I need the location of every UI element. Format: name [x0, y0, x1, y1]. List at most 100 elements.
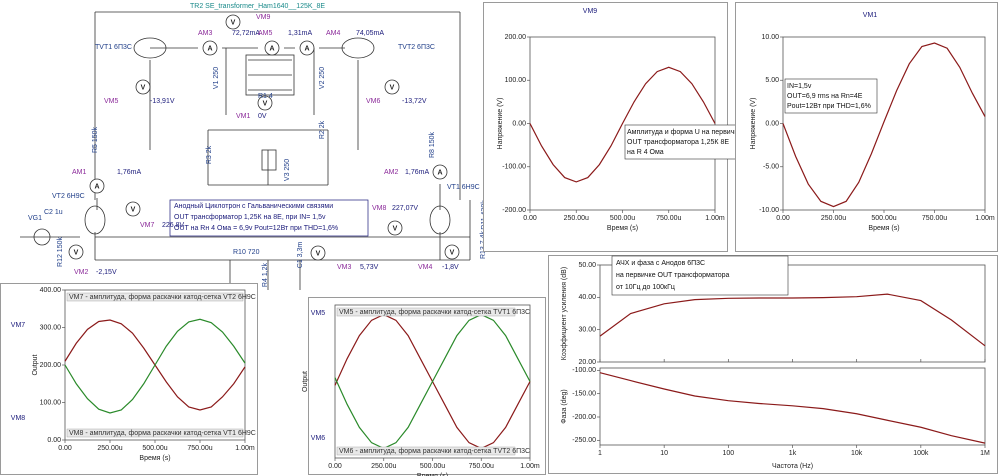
y-tick-label: 5.00: [765, 77, 779, 84]
y-tick-label: -100.00: [502, 164, 526, 171]
chart-title: VM1: [863, 12, 878, 19]
annotation-line: на R 4 Ома: [627, 149, 664, 156]
component-label: V2 250: [319, 67, 326, 89]
meter-name: VM9: [256, 14, 271, 21]
meter-symbol: [444, 244, 460, 260]
x-tick-label: 750.00u: [656, 215, 681, 222]
component-label: V1 250: [213, 67, 220, 89]
legend-box: [66, 292, 244, 302]
x-tick-label: 500.00u: [142, 445, 167, 452]
meter-reading: -13,91V: [150, 98, 175, 105]
meter-kind: V: [393, 225, 398, 232]
plot-area: [782, 36, 986, 211]
chart-title: от 10Гц до 100кГц: [616, 284, 675, 291]
meter-symbol: [264, 40, 280, 56]
series-label: VM7: [11, 322, 26, 329]
title-box: [611, 255, 789, 296]
meter-name: AM2: [384, 169, 399, 176]
meter-kind: A: [94, 183, 99, 190]
x-tick-label: 1.00m: [975, 215, 995, 222]
component-label: R1 4: [258, 93, 273, 100]
meter-kind: V: [131, 206, 136, 213]
note-line: OUT на Rн 4 Ома = 6,9v Pout=12Вт при THD…: [174, 225, 338, 232]
meter-kind: A: [437, 169, 442, 176]
legend-entry: VM8 - амплитуда, форма раскачки катод-се…: [69, 430, 256, 437]
x-axis-label: Время (s): [139, 455, 170, 462]
series-label: VM8: [11, 415, 26, 422]
component-label: VT2 6Н9С: [52, 193, 85, 200]
meter-reading: 1,76mA: [117, 169, 141, 176]
meter-name: VM1: [236, 113, 251, 120]
plot-area: [599, 367, 986, 446]
y-axis-label: Фаза (deg): [561, 389, 568, 424]
meter-symbol: [310, 245, 326, 261]
chart-title: АЧХ и фаза с Анодов 6П3С: [616, 260, 705, 267]
y-axis-label: Напряжение (V): [497, 98, 504, 150]
meter-name: AM3: [198, 30, 213, 37]
meter-name: AM4: [326, 30, 341, 37]
series-line: [64, 318, 246, 414]
meter-symbol: [384, 79, 400, 95]
annotation-line: OUT трансформатора 1,25К 8Е: [627, 139, 729, 146]
y-axis-label: Коэффициент усиления (dB): [561, 267, 568, 360]
series-line: [782, 42, 986, 208]
legend-entry: VM5 - амплитуда, форма раскачки катод-се…: [339, 309, 530, 316]
y-tick-label: -250.00: [572, 437, 596, 444]
meter-symbol: [125, 201, 141, 217]
meter-reading: 0V: [258, 113, 267, 120]
x-tick-label: 0.00: [328, 463, 342, 470]
meter-reading: 227,07V: [392, 205, 418, 212]
y-axis-label: Output: [302, 371, 309, 392]
x-tick-label: 10: [660, 450, 668, 457]
meter-symbol: [225, 14, 241, 30]
meter-symbol: [68, 244, 84, 260]
x-axis-label: Время (s): [417, 473, 448, 476]
meter-symbol: [387, 220, 403, 236]
component-label: R10 720: [233, 249, 260, 256]
x-tick-label: 500.00u: [871, 215, 896, 222]
x-tick-label: 10k: [851, 450, 863, 457]
component-label: R8 150k: [429, 131, 436, 158]
meter-kind: A: [304, 45, 309, 52]
y-tick-label: 200.00: [505, 34, 527, 41]
series-line: [529, 66, 716, 183]
y-tick-label: -5.00: [763, 164, 779, 171]
x-tick-label: 750.00u: [187, 445, 212, 452]
x-tick-label: 750.00u: [922, 215, 947, 222]
meter-name: VM8: [372, 205, 387, 212]
legend-entry: VM6 - амплитуда, форма раскачки катод-се…: [339, 448, 530, 455]
component-label: R5 150k: [92, 126, 99, 153]
annotation-line: Pout=12Вт при THD=1,6%: [787, 103, 871, 110]
x-tick-label: 0.00: [523, 215, 537, 222]
meter-symbol: [202, 40, 218, 56]
meter-name: VM3: [337, 264, 352, 271]
chart-title: на первичке OUT трансформатора: [616, 272, 729, 279]
note-box: [169, 199, 369, 237]
x-tick-label: 1.00m: [705, 215, 725, 222]
x-tick-label: 500.00u: [610, 215, 635, 222]
legend-box: [336, 307, 516, 317]
x-tick-label: 1k: [789, 450, 797, 457]
y-tick-label: -200.00: [572, 414, 596, 421]
meter-name: VM2: [74, 269, 89, 276]
wiring: [20, 11, 471, 290]
meter-kind: V: [141, 84, 146, 91]
x-tick-label: 0.00: [776, 215, 790, 222]
y-tick-label: 200.00: [40, 362, 62, 369]
component-label: TVT2 6П3С: [398, 44, 435, 51]
x-tick-label: 250.00u: [97, 445, 122, 452]
x-tick-label: 100k: [913, 450, 929, 457]
series-label: VM5: [311, 310, 326, 317]
meter-name: AM1: [72, 169, 87, 176]
chart-title: VM9: [583, 8, 598, 15]
meter-symbol: [257, 95, 273, 111]
x-tick-label: 750.00u: [469, 463, 494, 470]
component-label: R3 2k: [206, 145, 213, 164]
y-tick-label: 0.00: [512, 120, 526, 127]
y-tick-label: 100.00: [505, 77, 527, 84]
legend-entry: VM7 - амплитуда, форма раскачки катод-се…: [69, 294, 256, 301]
annotation-line: IN=1,5v: [787, 83, 812, 90]
meter-name: VM6: [366, 98, 381, 105]
annotation-box: [624, 124, 744, 160]
